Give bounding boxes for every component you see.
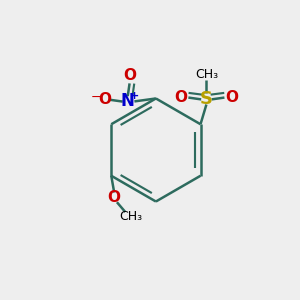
- Text: N: N: [121, 92, 135, 110]
- Text: S: S: [200, 90, 213, 108]
- Text: CH₃: CH₃: [119, 211, 142, 224]
- Text: −: −: [90, 91, 101, 104]
- Text: O: O: [174, 90, 187, 105]
- Text: CH₃: CH₃: [195, 68, 218, 81]
- Text: O: O: [226, 90, 238, 105]
- Text: +: +: [130, 91, 139, 100]
- Text: O: O: [98, 92, 111, 107]
- Text: O: O: [108, 190, 121, 205]
- Text: O: O: [123, 68, 136, 83]
